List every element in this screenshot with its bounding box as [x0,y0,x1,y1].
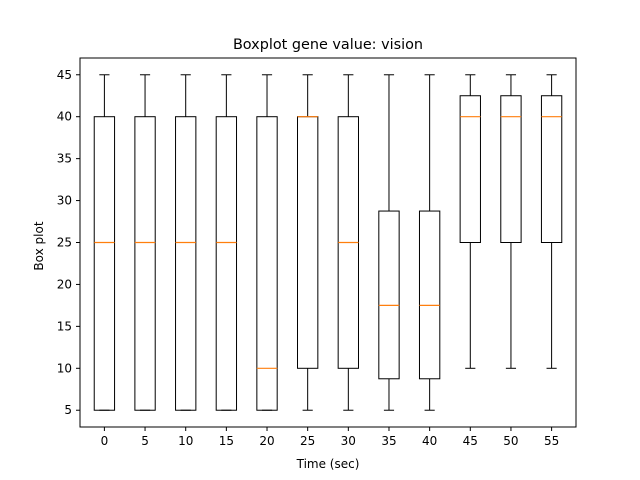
box-9 [459,95,481,244]
x-tick-label-0: 0 [101,434,109,448]
x-tick-label-30: 30 [341,434,356,448]
box-8 [418,210,441,380]
x-tick-label-50: 50 [503,434,518,448]
box-3 [215,116,238,411]
x-tick-label-10: 10 [178,434,193,448]
x-tick-label-35: 35 [381,434,396,448]
y-tick-label-10: 10 [57,361,72,375]
y-tick-label-15: 15 [57,319,72,333]
box-1 [134,116,156,411]
x-tick-label-5: 5 [141,434,149,448]
y-tick-label-30: 30 [57,194,72,208]
y-axis-label: Box plot [32,221,46,270]
x-tick-label-15: 15 [219,434,234,448]
box-0 [93,116,116,411]
y-tick-label-5: 5 [64,403,72,417]
y-tick-label-20: 20 [57,277,72,291]
box-2 [175,116,197,411]
y-tick-label-40: 40 [57,110,72,124]
x-tick-label-25: 25 [300,434,315,448]
box-10 [500,95,522,244]
box-4 [256,116,278,411]
x-tick-label-45: 45 [463,434,478,448]
x-tick-label-40: 40 [422,434,437,448]
y-tick-label-25: 25 [57,236,72,250]
box-11 [540,95,563,244]
y-tick-label-45: 45 [57,68,72,82]
x-axis-label: Time (sec) [296,457,360,471]
x-tick-label-20: 20 [259,434,274,448]
box-7 [378,210,400,380]
x-tick-label-55: 55 [544,434,559,448]
y-tick-label-35: 35 [57,152,72,166]
chart-title: Boxplot gene value: vision [233,37,423,53]
